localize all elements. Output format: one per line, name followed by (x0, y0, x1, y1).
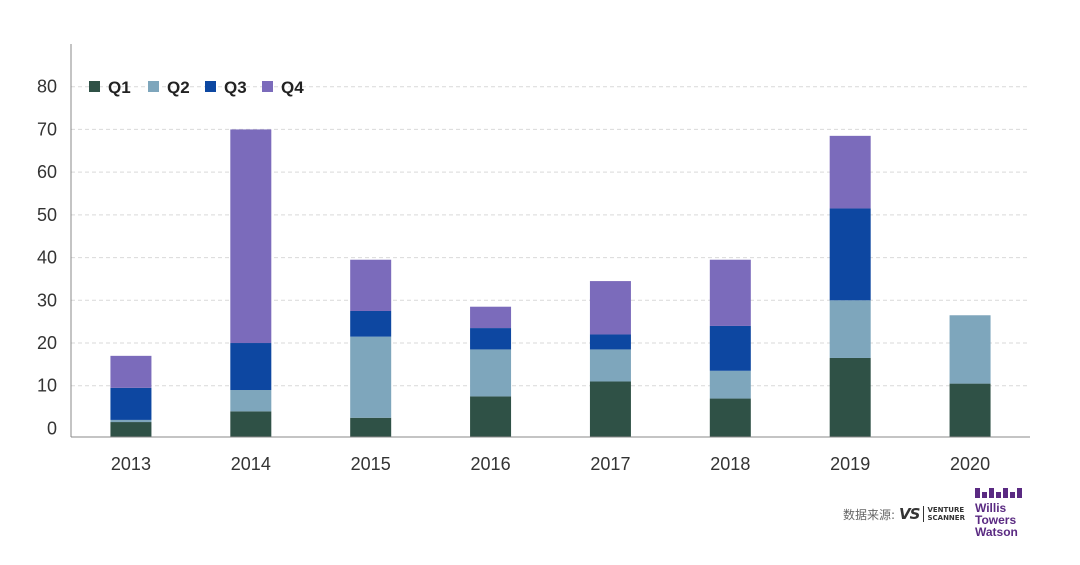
x-tick-2019: 2019 (830, 454, 870, 474)
legend-label-Q4: Q4 (281, 78, 304, 97)
bar-2018-Q3 (709, 325, 751, 371)
bar-2014-Q3 (230, 343, 272, 391)
venture-scanner-line2: SCANNER (927, 514, 965, 522)
bar-2020-Q1 (949, 383, 991, 437)
bar-2013-Q4 (110, 355, 152, 388)
x-tick-2015: 2015 (351, 454, 391, 474)
legend-swatch-Q4 (262, 81, 273, 92)
bar-2016-Q4 (470, 306, 512, 329)
bar-2017-Q3 (589, 334, 631, 350)
bar-2013-Q2 (110, 419, 152, 423)
y-tick-0: 0 (47, 418, 57, 438)
legend-label-Q2: Q2 (167, 78, 190, 97)
bar-2017-Q2 (589, 349, 631, 382)
x-tick-2014: 2014 (231, 454, 271, 474)
bar-2019-Q4 (829, 135, 871, 209)
y-tick-70: 70 (37, 119, 57, 139)
venture-scanner-logo-text: VENTURE SCANNER (923, 506, 965, 522)
bar-2013-Q1 (110, 422, 152, 437)
y-tick-labels: 0 10 20 30 40 50 60 70 80 (37, 77, 57, 439)
y-tick-80: 80 (37, 77, 57, 97)
wtw-logo-icon (975, 488, 1035, 498)
x-tick-labels: 2013 2014 2015 2016 2017 2018 2019 2020 (111, 454, 990, 474)
y-tick-20: 20 (37, 333, 57, 353)
x-tick-2018: 2018 (710, 454, 750, 474)
wtw-line1: Willis (975, 501, 1007, 515)
bar-2015-Q2 (350, 336, 392, 418)
legend-label-Q3: Q3 (224, 78, 247, 97)
bar-2017-Q1 (589, 381, 631, 437)
bars (110, 129, 991, 437)
y-tick-50: 50 (37, 205, 57, 225)
bar-2018-Q4 (709, 259, 751, 326)
legend-swatch-Q1 (89, 81, 100, 92)
wtw-line3: Watson (975, 525, 1018, 539)
bar-2014-Q1 (230, 411, 272, 437)
y-tick-30: 30 (37, 290, 57, 310)
venture-scanner-logo-mark: VS (899, 505, 920, 523)
bar-2014-Q2 (230, 390, 272, 412)
bar-2015-Q1 (350, 417, 392, 437)
source-label: 数据来源: (843, 507, 896, 522)
legend-swatch-Q2 (148, 81, 159, 92)
bar-2020-Q2 (949, 315, 991, 384)
bar-2018-Q2 (709, 370, 751, 399)
x-tick-2016: 2016 (471, 454, 511, 474)
x-tick-2017: 2017 (590, 454, 630, 474)
y-tick-40: 40 (37, 248, 57, 268)
legend: Q1 Q2 Q3 Q4 (89, 78, 304, 97)
bar-2013-Q3 (110, 387, 152, 420)
bar-2016-Q3 (470, 328, 512, 350)
y-tick-60: 60 (37, 162, 57, 182)
willis-towers-watson-logo: Willis Towers Watson (975, 488, 1035, 538)
legend-label-Q1: Q1 (108, 78, 131, 97)
y-tick-10: 10 (37, 376, 57, 396)
bar-2019-Q2 (829, 300, 871, 358)
bar-2017-Q4 (589, 281, 631, 335)
bar-2019-Q3 (829, 208, 871, 301)
bar-2018-Q1 (709, 398, 751, 437)
source-attribution: 数据来源: VS VENTURE SCANNER (843, 505, 965, 523)
bar-2015-Q3 (350, 310, 392, 337)
bar-2019-Q1 (829, 357, 871, 437)
gridlines (71, 86, 1030, 387)
venture-scanner-line1: VENTURE (927, 506, 965, 514)
bar-2016-Q1 (470, 396, 512, 437)
legend-swatch-Q3 (205, 81, 216, 92)
wtw-line2: Towers (975, 513, 1017, 527)
bar-2015-Q4 (350, 259, 392, 311)
x-tick-2013: 2013 (111, 454, 151, 474)
bar-2014-Q4 (230, 129, 272, 344)
x-tick-2020: 2020 (950, 454, 990, 474)
bar-2016-Q2 (470, 349, 512, 397)
